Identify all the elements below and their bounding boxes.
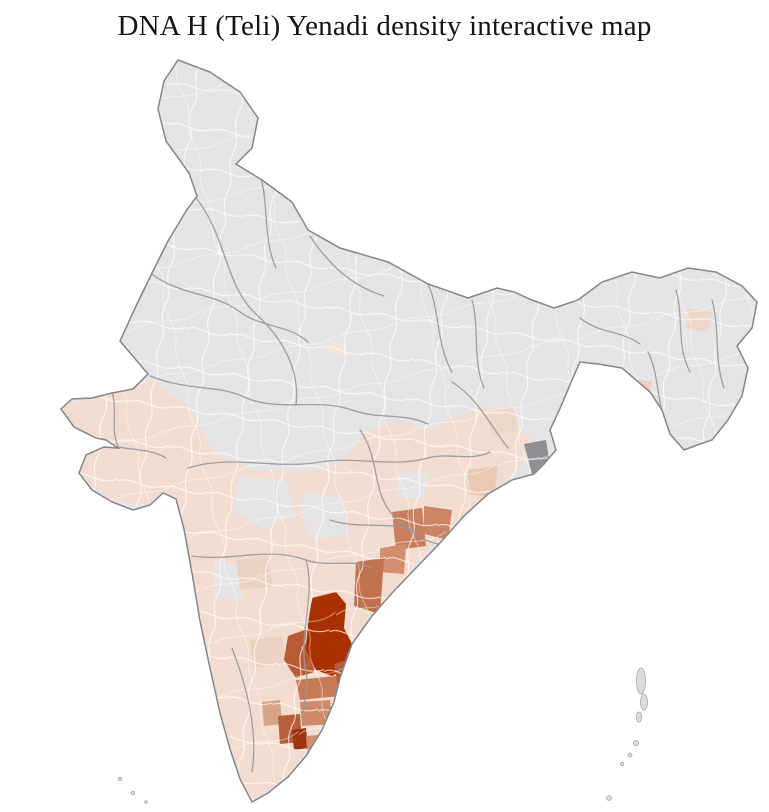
district-boundaries-mesh (61, 60, 757, 802)
andaman-island[interactable] (640, 693, 648, 711)
page-title: DNA H (Teli) Yenadi density interactive … (117, 10, 652, 42)
india-outline (59, 59, 758, 804)
lakshadweep-island[interactable] (118, 777, 123, 782)
lakshadweep-island[interactable] (130, 790, 136, 796)
nicobar-island[interactable] (633, 740, 640, 747)
state-borders (95, 167, 725, 773)
andaman-island[interactable] (636, 667, 646, 695)
nicobar-island[interactable] (606, 795, 612, 801)
islands (118, 667, 648, 804)
andaman-island[interactable] (636, 711, 643, 723)
nicobar-island[interactable] (627, 752, 633, 758)
nicobar-island[interactable] (619, 761, 625, 767)
lakshadweep-island[interactable] (144, 800, 148, 804)
